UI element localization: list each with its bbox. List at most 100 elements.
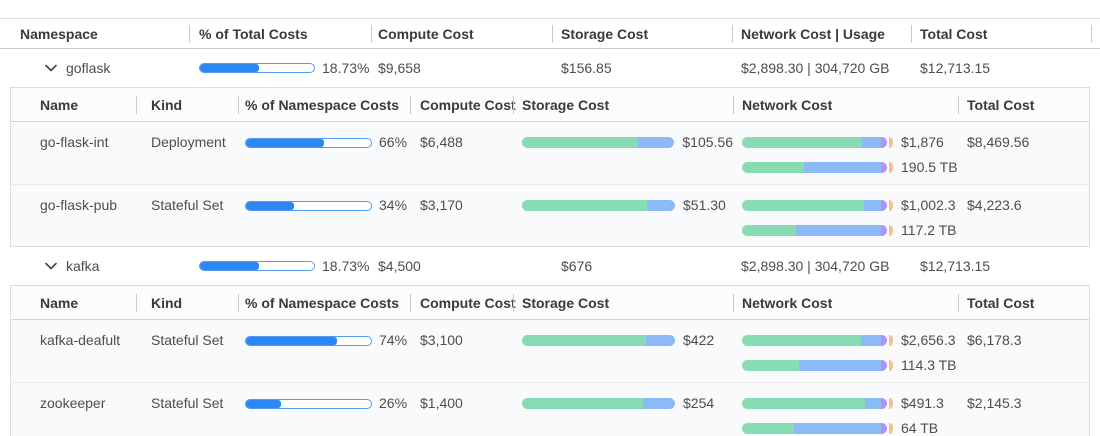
network-usage-bar xyxy=(742,225,893,236)
namespace-group-goflask: goflask 18.73% $9,658 $156.85 $2,898.30 … xyxy=(0,49,1100,247)
network-bar-tip xyxy=(889,200,893,211)
total-costs-bar xyxy=(199,63,315,73)
workload-table-header: Name Kind % of Namespace Costs Compute C… xyxy=(11,88,1089,122)
subheader-kind: Kind xyxy=(136,286,238,319)
compute-cost-value: $1,400 xyxy=(420,395,463,411)
total-cost-value: $4,223.6 xyxy=(967,197,1022,213)
namespace-costs-bar xyxy=(245,398,372,409)
namespace-costs-pct: 26% xyxy=(379,395,408,411)
workload-name: go-flask-pub xyxy=(40,197,118,213)
subheader-compute-cost: Compute Cost xyxy=(410,88,516,121)
workload-row[interactable]: go-flask-int Deployment 66% $6,488 $105.… xyxy=(11,122,1089,184)
header-network-cost-usage: Network Cost | Usage xyxy=(732,19,911,48)
storage-cost-bar xyxy=(522,200,675,211)
subheader-total-cost: Total Cost xyxy=(958,286,1089,319)
network-usage-value: 114.3 TB xyxy=(901,357,957,373)
workload-table-header: Name Kind % of Namespace Costs Compute C… xyxy=(11,286,1089,320)
workload-kind: Deployment xyxy=(151,134,226,150)
subheader-kind: Kind xyxy=(136,88,238,121)
chevron-down-icon[interactable] xyxy=(45,262,57,270)
subheader-storage-cost: Storage Cost xyxy=(513,88,733,121)
network-bar-tip xyxy=(889,398,893,409)
namespace-costs-bar xyxy=(245,137,372,148)
total-costs-pct: 18.73% xyxy=(322,60,370,76)
subheader-storage-cost: Storage Cost xyxy=(513,286,733,319)
workload-kind: Stateful Set xyxy=(151,197,224,213)
namespace-row[interactable]: goflask 18.73% $9,658 $156.85 $2,898.30 … xyxy=(0,49,1100,87)
network-cost-bar xyxy=(742,137,893,148)
header-namespace: Namespace xyxy=(20,25,98,42)
storage-cost-value: $51.30 xyxy=(683,197,726,213)
compute-cost-value: $6,488 xyxy=(420,134,463,150)
namespace-storage-cost: $676 xyxy=(561,258,593,274)
workload-name: go-flask-int xyxy=(40,134,109,150)
network-bar-tip xyxy=(889,225,893,236)
storage-cost-bar xyxy=(522,398,675,409)
network-usage-value: 117.2 TB xyxy=(901,222,957,238)
subheader-name: Name xyxy=(40,294,79,311)
chevron-down-icon[interactable] xyxy=(45,64,57,72)
namespace-compute-cost: $9,658 xyxy=(378,60,421,76)
network-cost-bar xyxy=(742,398,893,409)
main-table-header: Namespace % of Total Costs Compute Cost … xyxy=(0,18,1100,49)
header-total-cost: Total Cost xyxy=(911,19,1100,48)
network-bar-tip xyxy=(889,162,893,173)
header-compute-cost: Compute Cost xyxy=(371,19,552,48)
storage-cost-value: $422 xyxy=(683,332,715,348)
subheader-pct-namespace-costs: % of Namespace Costs xyxy=(238,286,410,319)
compute-cost-value: $3,170 xyxy=(420,197,463,213)
subheader-pct-namespace-costs: % of Namespace Costs xyxy=(238,88,410,121)
workload-kind: Stateful Set xyxy=(151,395,224,411)
total-cost-value: $2,145.3 xyxy=(967,395,1022,411)
namespace-compute-cost: $4,500 xyxy=(378,258,421,274)
workload-table: Name Kind % of Namespace Costs Compute C… xyxy=(10,87,1090,247)
namespace-name: goflask xyxy=(66,60,111,76)
storage-cost-bar xyxy=(522,335,675,346)
namespace-total-cost: $12,713.15 xyxy=(920,258,991,274)
compute-cost-value: $3,100 xyxy=(420,332,463,348)
workload-row[interactable]: kafka-deafult Stateful Set 74% $3,100 $4… xyxy=(11,320,1089,382)
namespace-storage-cost: $156.85 xyxy=(561,60,612,76)
workload-row[interactable]: go-flask-pub Stateful Set 34% $3,170 $51… xyxy=(11,184,1089,246)
total-costs-bar xyxy=(199,261,315,271)
namespace-costs-bar xyxy=(245,200,372,211)
namespace-costs-pct: 66% xyxy=(379,134,408,150)
network-usage-value: 64 TB xyxy=(901,420,939,436)
subheader-network-cost: Network Cost xyxy=(733,88,958,121)
network-cost-value: $491.3 xyxy=(901,395,944,411)
workload-name: kafka-deafult xyxy=(40,332,121,348)
namespace-costs-pct: 74% xyxy=(379,332,408,348)
namespace-network-cost-usage: $2,898.30 | 304,720 GB xyxy=(741,60,890,76)
total-cost-value: $8,469.56 xyxy=(967,134,1030,150)
storage-cost-bar xyxy=(522,137,675,148)
subheader-name: Name xyxy=(40,96,79,113)
subheader-network-cost: Network Cost xyxy=(733,286,958,319)
namespace-total-cost: $12,713.15 xyxy=(920,60,991,76)
storage-cost-value: $105.56 xyxy=(682,134,733,150)
network-cost-bar xyxy=(742,200,893,211)
network-usage-bar xyxy=(742,162,893,173)
header-storage-cost: Storage Cost xyxy=(552,19,732,48)
subheader-total-cost: Total Cost xyxy=(958,88,1089,121)
total-costs-pct: 18.73% xyxy=(322,258,370,274)
workload-name: zookeeper xyxy=(40,395,106,411)
total-cost-value: $6,178.3 xyxy=(967,332,1022,348)
subheader-compute-cost: Compute Cost xyxy=(410,286,516,319)
namespace-network-cost-usage: $2,898.30 | 304,720 GB xyxy=(741,258,890,274)
namespace-row[interactable]: kafka 18.73% $4,500 $676 $2,898.30 | 304… xyxy=(0,247,1100,285)
workload-row[interactable]: zookeeper Stateful Set 26% $1,400 $254 xyxy=(11,382,1089,436)
network-bar-tip xyxy=(889,423,893,434)
namespace-costs-pct: 34% xyxy=(379,197,408,213)
network-cost-value: $1,876 xyxy=(901,134,944,150)
network-cost-bar xyxy=(742,335,893,346)
storage-cost-value: $254 xyxy=(683,395,715,411)
network-usage-bar xyxy=(742,423,893,434)
network-usage-value: 190.5 TB xyxy=(901,159,958,175)
namespace-name: kafka xyxy=(66,258,100,274)
namespace-group-kafka: kafka 18.73% $4,500 $676 $2,898.30 | 304… xyxy=(0,247,1100,436)
network-cost-value: $1,002.3 xyxy=(901,197,956,213)
workload-table: Name Kind % of Namespace Costs Compute C… xyxy=(10,285,1090,436)
header-pct-total-costs: % of Total Costs xyxy=(189,19,371,48)
workload-kind: Stateful Set xyxy=(151,332,224,348)
namespace-costs-bar xyxy=(245,335,372,346)
